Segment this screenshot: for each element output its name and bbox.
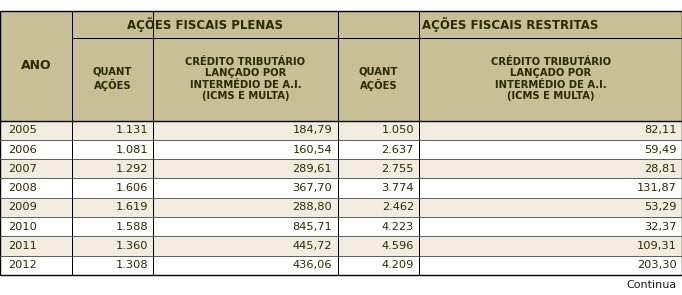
Text: 59,49: 59,49: [644, 145, 677, 155]
Text: 2011: 2011: [8, 241, 37, 251]
Text: 1.606: 1.606: [116, 183, 148, 193]
Bar: [153, 198, 338, 217]
Text: CRÉDITO TRIBUTÁRIO
LANÇADO POR
INTERMÉDIO DE A.I.
(ICMS E MULTA): CRÉDITO TRIBUTÁRIO LANÇADO POR INTERMÉDI…: [186, 57, 306, 101]
Bar: [0, 11, 72, 121]
Bar: [419, 236, 682, 255]
Bar: [419, 178, 682, 198]
Bar: [0, 159, 72, 178]
Text: 1.619: 1.619: [115, 202, 148, 212]
Bar: [419, 140, 682, 159]
Bar: [153, 236, 338, 255]
Bar: [419, 37, 682, 121]
Bar: [0, 11, 682, 275]
Text: 4.596: 4.596: [382, 241, 414, 251]
Text: 2006: 2006: [8, 145, 37, 155]
Text: CRÉDITO TRIBUTÁRIO
LANÇADO POR
INTERMÉDIO DE A.I.
(ICMS E MULTA): CRÉDITO TRIBUTÁRIO LANÇADO POR INTERMÉDI…: [490, 57, 611, 101]
Text: 1.308: 1.308: [115, 260, 148, 270]
Bar: [72, 255, 153, 275]
Bar: [419, 159, 682, 178]
Text: 160,54: 160,54: [293, 145, 332, 155]
Text: 1.050: 1.050: [381, 125, 414, 135]
Text: AÇÕES FISCAIS PLENAS: AÇÕES FISCAIS PLENAS: [127, 17, 282, 32]
Bar: [338, 217, 419, 236]
Bar: [153, 217, 338, 236]
Text: 845,71: 845,71: [293, 222, 332, 232]
Bar: [72, 236, 153, 255]
Text: 1.131: 1.131: [115, 125, 148, 135]
Text: Continua: Continua: [626, 280, 677, 290]
Bar: [338, 140, 419, 159]
Text: QUANT
AÇÕES: QUANT AÇÕES: [93, 67, 132, 91]
Text: 2010: 2010: [8, 222, 37, 232]
Bar: [0, 255, 72, 275]
Bar: [419, 121, 682, 140]
Text: 4.209: 4.209: [382, 260, 414, 270]
Bar: [338, 236, 419, 255]
Text: 109,31: 109,31: [637, 241, 677, 251]
Bar: [419, 255, 682, 275]
Bar: [72, 217, 153, 236]
Bar: [338, 121, 419, 140]
Bar: [338, 11, 682, 37]
Bar: [153, 178, 338, 198]
Text: 82,11: 82,11: [644, 125, 677, 135]
Bar: [0, 178, 72, 198]
Bar: [338, 178, 419, 198]
Text: 289,61: 289,61: [293, 164, 332, 174]
Bar: [153, 37, 338, 121]
Text: 1.588: 1.588: [115, 222, 148, 232]
Text: 1.360: 1.360: [115, 241, 148, 251]
Text: ANO: ANO: [20, 59, 51, 72]
Text: 2.462: 2.462: [382, 202, 414, 212]
Bar: [72, 140, 153, 159]
Bar: [0, 140, 72, 159]
Text: 3.774: 3.774: [381, 183, 414, 193]
Bar: [72, 178, 153, 198]
Bar: [338, 37, 419, 121]
Text: 1.081: 1.081: [115, 145, 148, 155]
Bar: [0, 217, 72, 236]
Text: 53,29: 53,29: [644, 202, 677, 212]
Bar: [72, 37, 153, 121]
Bar: [338, 198, 419, 217]
Bar: [338, 159, 419, 178]
Bar: [153, 255, 338, 275]
Bar: [72, 159, 153, 178]
Text: 2.755: 2.755: [381, 164, 414, 174]
Bar: [72, 11, 338, 37]
Bar: [153, 121, 338, 140]
Text: 367,70: 367,70: [293, 183, 332, 193]
Text: 32,37: 32,37: [644, 222, 677, 232]
Text: 131,87: 131,87: [637, 183, 677, 193]
Bar: [72, 121, 153, 140]
Text: 2005: 2005: [8, 125, 37, 135]
Bar: [419, 198, 682, 217]
Text: QUANT
AÇÕES: QUANT AÇÕES: [359, 67, 398, 91]
Text: 436,06: 436,06: [293, 260, 332, 270]
Text: AÇÕES FISCAIS RESTRITAS: AÇÕES FISCAIS RESTRITAS: [421, 17, 598, 32]
Bar: [338, 255, 419, 275]
Text: 2009: 2009: [8, 202, 37, 212]
Text: 2008: 2008: [8, 183, 37, 193]
Text: 445,72: 445,72: [293, 241, 332, 251]
Text: 288,80: 288,80: [293, 202, 332, 212]
Bar: [153, 159, 338, 178]
Bar: [153, 140, 338, 159]
Text: 2007: 2007: [8, 164, 37, 174]
Text: 2012: 2012: [8, 260, 37, 270]
Bar: [0, 236, 72, 255]
Text: 2.637: 2.637: [382, 145, 414, 155]
Text: 4.223: 4.223: [382, 222, 414, 232]
Bar: [419, 217, 682, 236]
Text: 203,30: 203,30: [637, 260, 677, 270]
Bar: [0, 121, 72, 140]
Text: 1.292: 1.292: [116, 164, 148, 174]
Bar: [0, 198, 72, 217]
Bar: [72, 198, 153, 217]
Text: 184,79: 184,79: [293, 125, 332, 135]
Text: 28,81: 28,81: [644, 164, 677, 174]
